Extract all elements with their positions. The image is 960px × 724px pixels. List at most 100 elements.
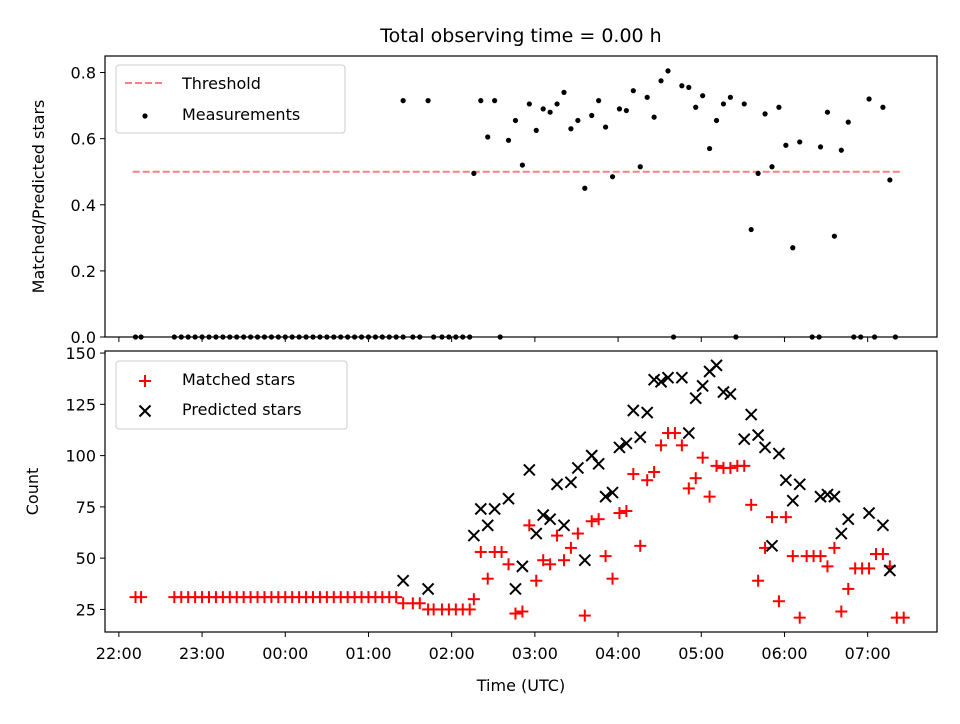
predicted-star-point: [675, 371, 689, 384]
predicted-star-point-b: [530, 527, 543, 540]
y-tick-label: 50: [76, 549, 96, 568]
measurement-point: [783, 142, 789, 148]
measurement-point: [790, 245, 796, 251]
predicted-star-point-b: [481, 519, 494, 532]
matched-star-point: [655, 439, 668, 452]
matched-star-point: [390, 591, 403, 604]
measurement-point: [797, 139, 803, 145]
predicted-star-point: [758, 441, 772, 454]
predicted-star-point: [564, 476, 578, 489]
predicted-star-point: [606, 486, 619, 499]
matched-star-point: [474, 546, 487, 559]
measurement-point: [533, 127, 539, 133]
matched-star-point: [821, 560, 834, 573]
measurement-point: [575, 117, 581, 124]
matched-star-point: [544, 558, 557, 571]
measurement-point: [713, 117, 720, 124]
predicted-star-point: [550, 478, 564, 491]
y-tick-label: 150: [65, 344, 96, 363]
predicted-star-point-b: [543, 512, 557, 526]
predicted-star-point: [543, 512, 557, 526]
predicted-star-point: [509, 582, 522, 596]
predicted-star-point: [599, 490, 612, 503]
predicted-star-point-b: [620, 437, 633, 450]
predicted-star-point-b: [682, 426, 695, 440]
predicted-star-point-b: [862, 506, 876, 520]
matched-star-point: [571, 527, 584, 540]
measurement-point: [623, 107, 629, 114]
matched-star-point: [585, 515, 598, 528]
predicted-star-point: [634, 430, 647, 444]
measurement-point: [512, 117, 519, 124]
measurement-point: [679, 83, 685, 89]
predicted-star-point-b: [710, 359, 723, 372]
legend-predicted-swatch-b: [138, 404, 152, 418]
matched-star-point: [620, 504, 633, 517]
predicted-star-point: [578, 554, 591, 567]
measurement-point: [485, 134, 491, 140]
predicted-star-point: [488, 502, 501, 516]
measurement-point: [755, 170, 761, 176]
y-tick-label: 0.8: [71, 64, 96, 83]
predicted-star-point-b: [828, 490, 841, 503]
predicted-star-point: [717, 385, 730, 399]
top-panel-frame: [104, 55, 938, 338]
y-tick-label: 0.6: [71, 130, 96, 149]
predicted-star-point: [467, 529, 481, 542]
predicted-star-point-b: [557, 519, 571, 532]
measurement-point: [838, 147, 844, 153]
y-tick-label: 100: [65, 447, 96, 466]
predicted-star-point-b: [634, 430, 647, 444]
predicted-star-point-b: [613, 441, 626, 454]
measurement-point: [693, 104, 699, 110]
predicted-star-point: [536, 508, 550, 522]
predicted-star-point: [779, 474, 793, 487]
matched-star-point: [779, 511, 792, 524]
measurement-point: [609, 174, 616, 180]
chart-title: Total observing time = 0.00 h: [379, 25, 661, 47]
predicted-star-point: [530, 527, 543, 540]
predicted-star-point-b: [474, 502, 487, 516]
top-legend: [115, 64, 346, 134]
matched-star-point: [481, 572, 494, 585]
matched-star-point: [502, 558, 515, 571]
measurement-point: [425, 98, 431, 104]
matched-star-point: [828, 541, 841, 554]
matched-star-point: [724, 461, 737, 474]
measurement-point: [637, 164, 643, 170]
matched-star-point: [793, 611, 806, 624]
predicted-star-point: [842, 512, 855, 526]
predicted-star-point-b: [647, 373, 661, 386]
predicted-star-point: [751, 428, 765, 442]
y-tick-label: 125: [65, 395, 96, 414]
measurement-point: [769, 164, 775, 170]
predicted-star-point-b: [421, 582, 435, 596]
matched-star-point: [463, 603, 476, 616]
predicted-star-point: [821, 488, 834, 501]
matched-star-point: [537, 554, 550, 567]
matched-star-point: [752, 574, 765, 587]
predicted-star-point-b: [765, 539, 779, 553]
predicted-star-point-b: [550, 478, 564, 491]
matched-star-point: [523, 519, 536, 532]
matched-star-point: [564, 541, 577, 554]
predicted-star-point-b: [821, 488, 834, 501]
x-tick-label: 04:00: [595, 644, 641, 663]
predicted-star-point-b: [502, 492, 515, 505]
matched-star-point: [135, 591, 148, 604]
legend-measurements-swatch: [142, 113, 148, 119]
y-tick-label: 0.0: [71, 328, 96, 347]
predicted-star-point-b: [744, 408, 758, 421]
measurement-point: [602, 124, 609, 130]
matched-star-point: [842, 582, 855, 595]
measurement-point: [845, 119, 851, 125]
predicted-star-point: [883, 564, 897, 577]
matched-star-point: [627, 468, 640, 481]
predicted-star-point-b: [536, 508, 550, 522]
matched-star-point: [641, 474, 654, 487]
predicted-star-point: [689, 391, 702, 405]
measurement-point: [492, 98, 498, 104]
predicted-star-point-b: [793, 478, 806, 491]
predicted-star-point-b: [509, 582, 522, 596]
predicted-star-point-b: [758, 441, 772, 454]
